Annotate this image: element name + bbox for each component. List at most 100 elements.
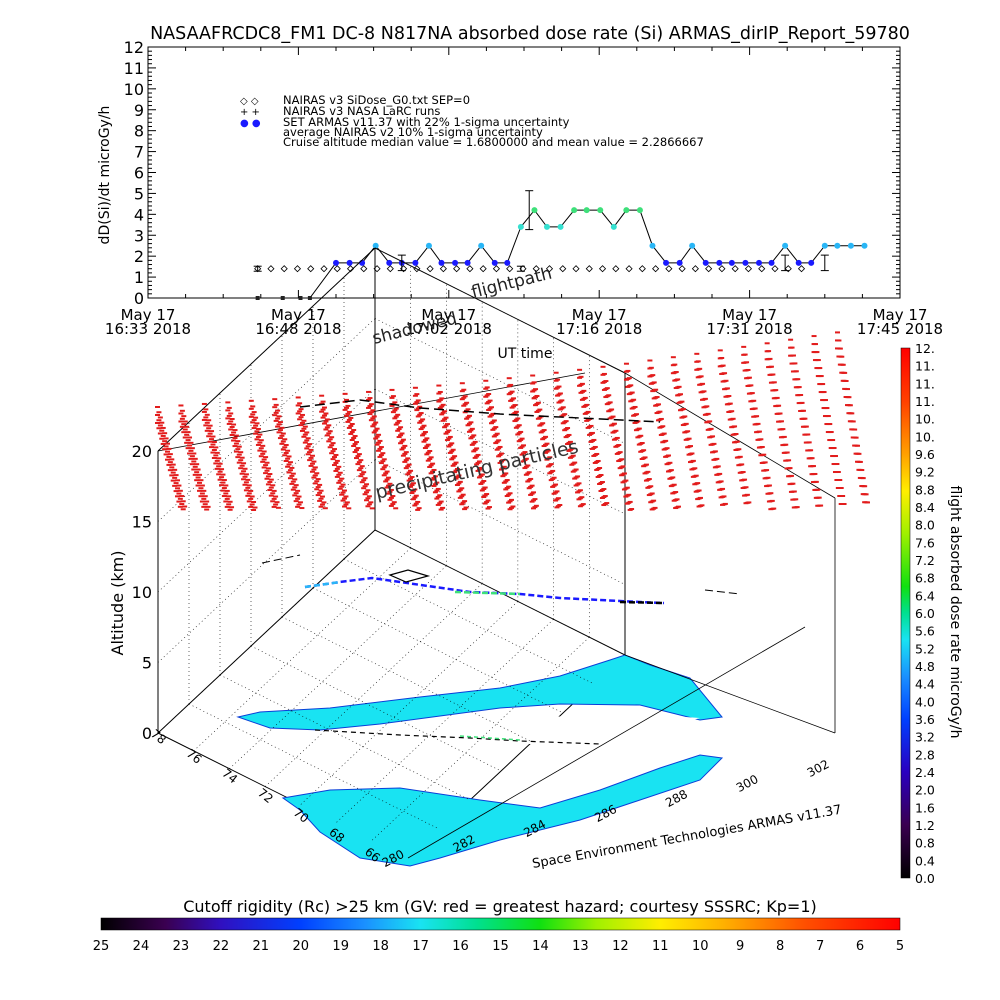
colorbar-tick-label: 11.: [915, 394, 935, 409]
cutoff-tick-label: 11: [652, 939, 669, 954]
colorbar-tick-label: 7.6: [915, 535, 935, 550]
z-tick-label: 10: [132, 583, 152, 602]
cutoff-tick-label: 10: [692, 939, 709, 954]
colorbar-tick-label: 6.4: [915, 588, 935, 603]
cutoff-tick-label: 14: [532, 939, 549, 954]
nairas-marker: [346, 265, 355, 273]
legend-symbol: ◇ ◇: [240, 96, 259, 107]
nairas-marker: [731, 265, 739, 273]
floor-grid-line: [193, 547, 411, 752]
colorbar-tick-label: 4.0: [915, 694, 935, 709]
z-tick-label: 15: [132, 513, 152, 532]
flightpath-3d-segment: [454, 590, 521, 596]
colorbar-tick-label: 8.8: [915, 482, 935, 497]
cutoff-tick-label: 6: [856, 939, 864, 954]
armas-marker: [861, 242, 868, 249]
armas-marker: [821, 242, 828, 249]
flightpath-loop: [388, 569, 431, 583]
armas-marker: [386, 259, 393, 266]
armas-marker: [346, 259, 353, 266]
flightpath-3d: [304, 576, 665, 605]
armas-marker: [571, 207, 578, 214]
armas-marker: [359, 259, 366, 266]
ascent-marker: [255, 296, 260, 300]
colorbar-tick-label: 0.8: [915, 836, 935, 851]
floor-grid-line: [343, 558, 595, 685]
y-tick-label: 10: [124, 80, 144, 99]
cutoff-tick-label: 15: [492, 939, 509, 954]
legend-symbol: + +: [240, 107, 260, 118]
nairas-marker: [439, 265, 447, 273]
armas-marker: [808, 259, 815, 266]
dose-colorbar: 0.0 0.4 0.8 1.2 1.6 2.0 2.4 2.8 3.2 3.6 4.0 4.4 4.8 5…: [900, 341, 935, 886]
armas-marker: [372, 242, 379, 249]
x-tick-label-date: May 17: [121, 306, 176, 324]
colorbar-tick-label: 10.: [915, 412, 935, 427]
colorbar-tick-label: 2.0: [915, 783, 935, 798]
cutoff-gradient: [100, 917, 901, 931]
armas-marker: [531, 207, 538, 214]
nairas-marker: [691, 265, 699, 273]
altitude-3d-plot: 0510152078767472706866280282284286288300…: [132, 247, 870, 870]
armas-marker: [491, 259, 498, 266]
armas-marker: [689, 242, 696, 249]
armas-marker: [649, 242, 656, 249]
flightpath-ground-track: [314, 729, 601, 745]
armas-marker: [610, 223, 617, 230]
cutoff-tick-label: 16: [452, 939, 469, 954]
x-tick-label-time: 17:31 2018: [707, 320, 793, 338]
floor-grid-line: [281, 616, 533, 743]
cutoff-tick-label: 17: [412, 939, 429, 954]
armas-marker: [742, 259, 749, 266]
colorbar-tick-label: 2.4: [915, 765, 935, 780]
x-tick-label-date: May 17: [572, 306, 627, 324]
x-tick-label-date: May 17: [722, 306, 777, 324]
y-tick-label: 2: [134, 247, 144, 266]
x-tick-label-time: 16:48 2018: [255, 320, 341, 338]
nairas-marker: [784, 265, 792, 273]
colorbar-tick-label: 5.2: [915, 641, 935, 656]
wall-grid-line: [374, 318, 626, 444]
nairas-marker: [492, 265, 500, 273]
legend-label: NAIRAS v3 NASA LaRC runs: [283, 104, 440, 118]
nairas-marker: [705, 265, 713, 273]
legend-symbol: ● ●: [240, 118, 261, 129]
x-tick-label-time: 16:33 2018: [105, 320, 191, 338]
colorbar-label: flight absorbed dose rate microGy/h: [947, 486, 963, 739]
floor-grid-line: [312, 587, 564, 714]
colorbar-tick-label: 9.2: [915, 465, 935, 480]
colorbar-tick-label: 10.: [915, 429, 935, 444]
nairas-marker: [758, 265, 766, 273]
nairas-marker: [678, 265, 686, 273]
colorbar-tick-label: 1.6: [915, 800, 935, 815]
flightpath-projection-top: [299, 399, 661, 423]
lat-tick-label: 72: [255, 786, 276, 806]
legend-label: NAIRAS v3 SiDose_G0.txt SEP=0: [283, 93, 470, 107]
flightpath-shadow-high: [261, 554, 741, 595]
flightpath-3d-segment: [619, 600, 665, 605]
armas-marker: [636, 207, 643, 214]
y-axis-label: dD(Si)/dt microGy/h: [97, 106, 113, 245]
ascent-line: [257, 262, 337, 299]
cutoff-tick-label: 24: [133, 939, 150, 954]
cutoff-tick-label: 25: [93, 939, 110, 954]
cutoff-tick-label: 9: [736, 939, 744, 954]
x-tick-label-date: May 17: [873, 306, 928, 324]
nairas-marker: [797, 265, 806, 273]
y-tick-label: 4: [134, 205, 144, 224]
cutoff-tick-label: 23: [173, 939, 190, 954]
nairas-marker: [652, 265, 660, 273]
nairas-marker: [585, 265, 593, 273]
armas-marker: [452, 259, 459, 266]
colorbar-gradient: [900, 347, 911, 879]
nairas-marker: [280, 265, 288, 273]
colorbar-tick-label: 8.0: [915, 518, 935, 533]
colorbar-tick-label: 4.8: [915, 659, 935, 674]
armas-marker: [557, 223, 564, 230]
annotation-shadowed: shadowed: [370, 309, 459, 349]
y-tick-label: 1: [134, 268, 144, 287]
armas-marker: [768, 259, 775, 266]
cutoff-tick-label: 5: [896, 939, 904, 954]
floor-grid-line: [229, 565, 447, 769]
